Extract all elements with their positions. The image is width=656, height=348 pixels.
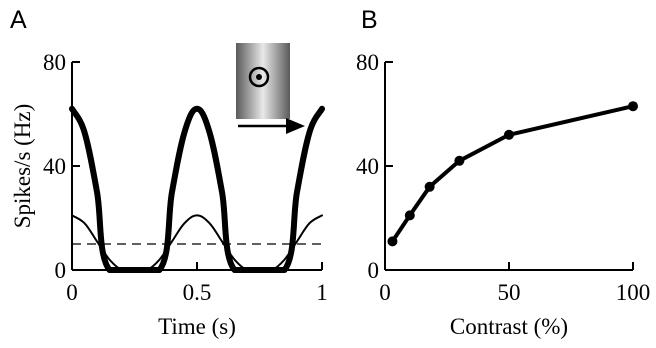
chart-a-x-label: Time (s) <box>158 314 236 339</box>
chart-a: 0 40 80 0 0.5 1 Time (s) Spikes/s (Hz) <box>10 43 328 339</box>
chart-b-data-point <box>628 101 638 112</box>
chart-b-x-label: Contrast (%) <box>450 314 568 339</box>
chart-a-plot-area <box>69 105 325 273</box>
chart-b-ticks: 0 40 80 0 50 100 <box>356 50 650 305</box>
chart-b-data-point <box>424 181 435 192</box>
chart-a-x-tick-label: 1 <box>316 280 328 305</box>
chart-a-y-label: Spikes/s (Hz) <box>10 104 35 229</box>
grating-patch <box>236 43 290 119</box>
chart-b-y-tick-label: 80 <box>356 50 379 75</box>
panel-label-a: A <box>10 6 27 34</box>
chart-b-y-tick-label: 40 <box>356 154 379 179</box>
chart-b-x-tick-label: 0 <box>379 280 391 305</box>
chart-a-series-thick-line <box>69 105 325 273</box>
chart-a-ticks: 0 40 80 0 0.5 1 <box>43 50 328 305</box>
chart-b: 0 40 80 0 50 100 Contrast (%) <box>356 50 650 339</box>
chart-a-y-tick-label: 0 <box>55 258 67 283</box>
chart-b-x-tick-label: 100 <box>616 280 651 305</box>
chart-b-data-point <box>504 129 514 140</box>
chart-a-x-tick-label: 0.5 <box>183 280 212 305</box>
chart-b-data-point <box>404 210 415 221</box>
receptive-field-outer-ring <box>248 66 270 88</box>
chart-a-y-tick-label: 40 <box>43 154 66 179</box>
chart-b-series-markers-line <box>390 104 635 244</box>
chart-b-y-tick-label: 0 <box>368 258 380 283</box>
chart-b-plot-area <box>387 101 638 247</box>
chart-a-x-tick-label: 0 <box>66 280 78 305</box>
receptive-field-center-dot <box>256 74 262 80</box>
chart-b-data-point <box>387 236 398 247</box>
chart-b-x-tick-label: 50 <box>498 280 521 305</box>
chart-b-axes <box>384 62 633 271</box>
drifting-grating-with-receptive-field-icon <box>236 43 290 119</box>
chart-a-y-tick-label: 80 <box>43 50 66 75</box>
chart-b-data-point <box>454 155 465 166</box>
rightward-motion-arrow-icon <box>238 118 305 134</box>
chart-a-series-thin-line <box>71 214 323 271</box>
panel-label-b: B <box>361 6 378 34</box>
